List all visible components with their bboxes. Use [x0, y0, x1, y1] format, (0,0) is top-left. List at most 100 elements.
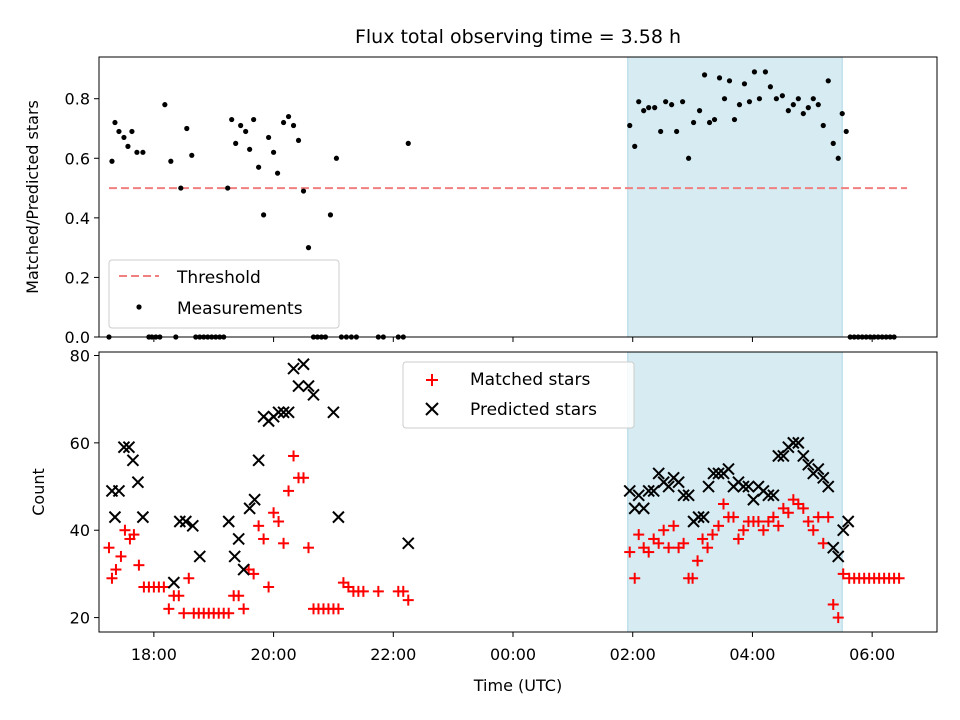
predicted-star-point — [332, 510, 345, 524]
y-tick-label: 20 — [70, 609, 90, 628]
predicted-star-point — [767, 489, 780, 502]
y-tick-label: 0.2 — [65, 268, 90, 287]
predicted-star-point — [837, 524, 850, 537]
predicted-star-point — [302, 379, 315, 393]
predicted-star-stroke — [228, 550, 241, 563]
measurement-point — [779, 93, 785, 99]
measurement-point — [162, 102, 168, 108]
predicted-star-stroke — [287, 362, 300, 375]
matched-star-point — [233, 590, 245, 602]
matched-star-point — [817, 537, 829, 549]
predicted-star-point — [179, 515, 192, 528]
predicted-star-point — [131, 475, 145, 489]
predicted-star-point — [737, 480, 750, 493]
predicted-star-point — [747, 493, 760, 506]
predicted-star-point — [642, 484, 655, 498]
legend-measurements-swatch — [136, 304, 142, 310]
matched-star-point — [633, 529, 645, 541]
measurement-point — [327, 212, 334, 218]
measurement-point — [830, 140, 836, 146]
predicted-star-point — [297, 358, 310, 371]
predicted-star-point — [822, 480, 835, 493]
measurement-point — [835, 155, 841, 161]
matched-star-point — [278, 537, 290, 549]
predicted-star-stroke — [787, 436, 800, 450]
measurement-point — [663, 99, 669, 105]
legend-predicted-swatch — [425, 402, 439, 416]
measurement-point — [168, 158, 174, 164]
matched-star-point — [718, 498, 730, 510]
matched-star-point — [133, 559, 145, 571]
predicted-star-stroke — [777, 449, 790, 463]
predicted-star-point — [817, 471, 830, 485]
predicted-star-stroke — [167, 576, 181, 589]
matched-star-point — [772, 520, 784, 532]
predicted-star-stroke — [827, 541, 840, 554]
predicted-star-point — [193, 550, 206, 563]
predicted-star-point — [277, 406, 290, 419]
predicted-star-stroke — [222, 515, 235, 528]
predicted-star-stroke — [842, 515, 855, 528]
measurement-point — [810, 96, 816, 102]
measurement-point — [795, 96, 801, 102]
matched-star-point — [273, 515, 285, 527]
matched-star-point — [713, 520, 725, 532]
measurement-point — [839, 110, 845, 117]
measurement-point — [646, 105, 652, 111]
measurement-point — [669, 102, 675, 108]
y-tick-label: 40 — [70, 521, 90, 540]
predicted-star-point — [797, 449, 810, 463]
predicted-star-stroke — [332, 510, 345, 524]
matched-star-point — [397, 585, 409, 597]
measurement-point — [280, 119, 287, 126]
measurement-point — [290, 122, 297, 129]
measurement-point — [736, 102, 743, 108]
matched-star-point — [332, 603, 344, 615]
matched-star-point — [283, 485, 295, 497]
count-legend: Matched stars Predicted stars — [402, 361, 635, 429]
matched-star-point — [103, 542, 115, 554]
measurement-point — [726, 78, 733, 84]
y-tick-label: 0.8 — [65, 90, 90, 109]
predicted-star-stroke — [252, 454, 265, 467]
measurement-point — [243, 128, 249, 135]
predicted-star-point — [842, 515, 855, 528]
measurement-point — [843, 128, 849, 135]
measurement-point — [685, 155, 692, 161]
matched-star-point — [253, 520, 265, 532]
predicted-star-stroke — [822, 480, 835, 493]
y-tick-label: 0.0 — [65, 328, 90, 347]
predicted-star-stroke — [817, 471, 830, 485]
matched-star-point — [687, 572, 699, 584]
measurement-point — [746, 99, 753, 105]
predicted-star-point — [827, 541, 840, 554]
predicted-star-point — [672, 475, 685, 489]
matched-star-point — [797, 502, 809, 514]
count-shaded-region — [627, 351, 843, 633]
measurement-point — [305, 245, 312, 251]
predicted-star-point — [272, 406, 285, 419]
predicted-star-point — [662, 480, 675, 493]
ratio-panel: 0.00.20.40.60.8 Matched/Predicted stars … — [23, 56, 938, 347]
legend-predicted-label: Predicted stars — [470, 400, 597, 420]
measurement-point — [184, 125, 190, 132]
measurement-point — [716, 75, 723, 81]
predicted-star-point — [243, 502, 256, 515]
predicted-star-point — [108, 510, 122, 524]
predicted-star-stroke — [122, 441, 136, 454]
predicted-star-stroke — [126, 454, 140, 467]
matched-star-point — [629, 572, 641, 584]
measurement-point — [674, 128, 680, 135]
matched-star-point — [812, 511, 824, 523]
predicted-star-stroke — [682, 489, 695, 502]
matched-star-point — [767, 511, 779, 523]
measurement-point — [189, 152, 195, 158]
matched-star-point — [658, 524, 670, 536]
matched-star-point — [643, 546, 655, 558]
x-tick-label: 22:00 — [370, 645, 416, 664]
predicted-star-point — [136, 510, 150, 524]
matched-star-point — [802, 515, 814, 527]
predicted-star-stroke — [802, 458, 815, 471]
predicted-star-point — [126, 454, 140, 467]
